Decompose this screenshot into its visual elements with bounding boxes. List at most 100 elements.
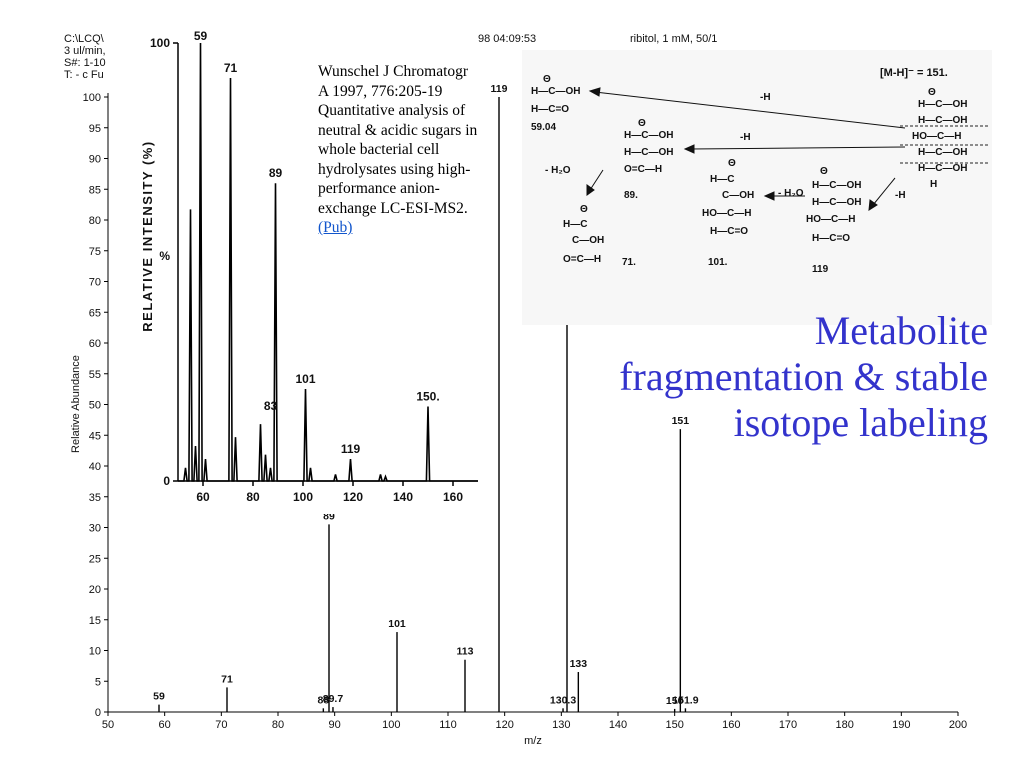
structure-parent: Θ H—C—OH H—C—OH HO—C—H H—C—OH H—C—OH H xyxy=(900,87,990,190)
loss-h2o-1: - H₂O xyxy=(545,165,571,176)
main-peak-label: 133 xyxy=(570,658,588,670)
svg-text:O=C—H: O=C—H xyxy=(624,164,662,175)
main-y-tick-label: 65 xyxy=(89,307,101,319)
fragmentation-scheme: [M-H]⁻ = 151. Θ H—C—OH H—C—OH HO—C—H H—C… xyxy=(531,67,990,275)
main-x-tick-label: 150 xyxy=(665,719,683,731)
main-x-tick-label: 180 xyxy=(835,719,853,731)
main-x-tick-label: 140 xyxy=(609,719,627,731)
inset-y-axis-label: RELATIVE INTENSITY (%) xyxy=(140,140,155,331)
main-x-tick-label: 50 xyxy=(102,719,114,731)
main-x-axis-label: m/z xyxy=(524,735,542,747)
header-time: 98 04:09:53 xyxy=(478,33,537,45)
main-x-tick-label: 170 xyxy=(779,719,797,731)
structure-119: Θ H—C—OH H—C—OH HO—C—H H—C=O 119 xyxy=(806,166,861,275)
loss-h2o-2: - H₂O xyxy=(778,188,804,199)
main-y-tick-label: 50 xyxy=(89,400,101,412)
svg-text:H—C—OH: H—C—OH xyxy=(918,147,967,158)
main-peak-label: 119 xyxy=(491,83,508,95)
main-y-tick-label: 20 xyxy=(89,584,101,596)
main-x-tick-label: 110 xyxy=(439,719,457,731)
svg-text:HO—C—H: HO—C—H xyxy=(806,214,855,225)
inset-x-tick-label: 160 xyxy=(443,490,463,504)
inset-x-tick-label: 120 xyxy=(343,490,363,504)
inset-y-tick-label: 0 xyxy=(163,474,170,488)
main-y-tick-label: 30 xyxy=(89,523,101,535)
main-peak-label: 89 xyxy=(323,510,335,522)
svg-text:H—C=O: H—C=O xyxy=(710,226,748,237)
inset-x-tick-label: 100 xyxy=(293,490,313,504)
svg-text:HO—C—H: HO—C—H xyxy=(702,208,751,219)
main-x-tick-label: 120 xyxy=(495,719,513,731)
svg-text:C—OH: C—OH xyxy=(722,190,754,201)
inset-peak-label: 89 xyxy=(269,166,283,180)
svg-text:H—C: H—C xyxy=(563,219,587,230)
main-y-tick-label: 45 xyxy=(89,430,101,442)
main-peak-label: 150 xyxy=(666,695,684,707)
inset-panel xyxy=(112,24,482,514)
label-89: 89. xyxy=(624,190,638,201)
structure-71: Θ H—C C—OH O=C—H 71. xyxy=(563,204,636,268)
inset-x-tick-label: 80 xyxy=(246,490,260,504)
main-y-tick-label: 5 xyxy=(95,676,101,688)
parent-ion-label: [M-H]⁻ = 151. xyxy=(880,67,948,79)
inset-x-tick-label: 140 xyxy=(393,490,413,504)
svg-text:Θ: Θ xyxy=(820,166,828,177)
main-peak-label: 113 xyxy=(457,646,474,658)
label-59: 59.04 xyxy=(531,122,556,133)
header-file: C:\LCQ\ xyxy=(64,33,104,45)
main-x-tick-label: 200 xyxy=(949,719,967,731)
svg-text:Θ: Θ xyxy=(728,158,736,169)
main-peak-label: 101 xyxy=(388,618,406,630)
main-y-axis-label: Relative Abundance xyxy=(70,355,82,453)
main-y-tick-label: 60 xyxy=(89,338,101,350)
structure-89: Θ H—C—OH H—C—OH O=C—H 89. xyxy=(624,118,673,201)
main-peak-label: 151.9 xyxy=(672,694,698,706)
svg-text:HO—C—H: HO—C—H xyxy=(912,131,961,142)
main-y-tick-label: 100 xyxy=(83,92,101,104)
main-y-tick-label: 0 xyxy=(95,707,101,719)
main-peak-label: 71 xyxy=(221,673,233,685)
main-y-tick-label: 80 xyxy=(89,215,101,227)
main-y-tick-label: 25 xyxy=(89,553,101,565)
header-scan: S#: 1-10 xyxy=(64,57,106,69)
main-y-tick-label: 75 xyxy=(89,246,101,258)
main-x-tick-label: 100 xyxy=(382,719,400,731)
main-peak-label: 59 xyxy=(153,691,165,703)
header-sample: ribitol, 1 mM, 50/1 xyxy=(630,33,718,45)
inset-peak-label: 83 xyxy=(264,399,278,413)
svg-text:Θ: Θ xyxy=(928,87,936,98)
main-y-tick-label: 90 xyxy=(89,154,101,166)
main-y-tick-label: 10 xyxy=(89,646,101,658)
svg-text:H—C—OH: H—C—OH xyxy=(624,130,673,141)
main-x-tick-label: 70 xyxy=(215,719,227,731)
main-x-tick-label: 160 xyxy=(722,719,740,731)
svg-text:H: H xyxy=(930,179,937,190)
main-y-tick-label: 70 xyxy=(89,277,101,289)
label-119-structure: 119 xyxy=(812,264,829,275)
svg-text:H—C—OH: H—C—OH xyxy=(624,147,673,158)
main-peak-label: 130.3 xyxy=(550,694,576,706)
citation-block: Wunschel J Chromatogr A 1997, 776:205-19… xyxy=(318,62,478,238)
inset-peak-label: 71 xyxy=(224,61,238,75)
svg-text:H—C—OH: H—C—OH xyxy=(918,115,967,126)
main-y-tick-label: 85 xyxy=(89,184,101,196)
inset-mass-spectrum: 0 100% RELATIVE INTENSITY (%) 60 80 100 120 140… xyxy=(140,29,478,504)
inset-peak-label: 101 xyxy=(295,372,315,386)
inset-peak-label: 150. xyxy=(416,390,439,404)
svg-text:Θ: Θ xyxy=(580,204,588,215)
svg-text:H—C—OH: H—C—OH xyxy=(918,163,967,174)
inset-spectrum-trace xyxy=(178,42,478,482)
pubmed-link[interactable]: (Pub) xyxy=(318,219,353,236)
inset-peak-label: 119 xyxy=(341,442,361,456)
slide-title: Metabolite fragmentation & stable isotop… xyxy=(619,308,988,445)
main-y-tick-label: 95 xyxy=(89,123,101,135)
svg-text:H—C—OH: H—C—OH xyxy=(812,180,861,191)
main-y-tick-label: 15 xyxy=(89,615,101,627)
svg-text:H—C: H—C xyxy=(710,174,734,185)
main-peak-label: 89.7 xyxy=(323,693,344,705)
main-peak-label: 151 xyxy=(672,415,690,427)
structure-59: Θ H—C—OH H—C=O 59.04 xyxy=(531,74,580,133)
svg-text:Θ: Θ xyxy=(638,118,646,129)
structures-panel xyxy=(522,50,992,325)
